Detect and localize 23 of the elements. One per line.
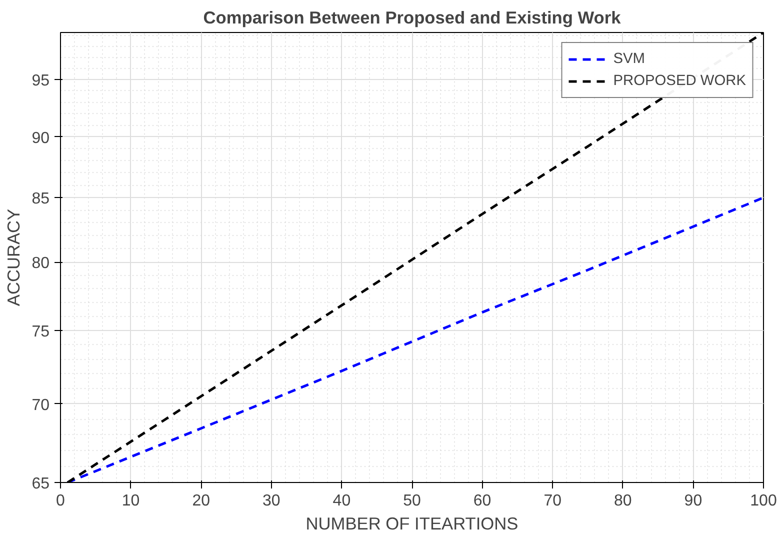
x-axis-title: NUMBER OF ITEARTIONS — [306, 514, 518, 534]
x-tick-label: 90 — [684, 492, 702, 510]
chart-title: Comparison Between Proposed and Existing Work — [203, 8, 622, 28]
x-tick-label: 10 — [122, 492, 140, 510]
x-tick-label: 30 — [262, 492, 280, 510]
y-axis-title: ACCURACY — [4, 208, 24, 306]
y-tick-label: 95 — [32, 72, 50, 90]
y-tick-label: 75 — [32, 324, 50, 341]
y-tick-label: 70 — [32, 396, 50, 414]
y-tick-label: 80 — [32, 255, 50, 272]
x-tick-label: 80 — [614, 492, 632, 510]
x-tick-label: 50 — [403, 492, 421, 510]
x-tick-label: 70 — [544, 492, 562, 510]
x-tick-label: 100 — [750, 492, 777, 510]
x-tick-label: 40 — [332, 492, 351, 510]
y-tick-label: 65 — [32, 476, 50, 492]
x-tick-label: 0 — [56, 492, 66, 510]
y-tick-label: 90 — [32, 130, 50, 147]
legend-label: SVM — [613, 51, 646, 67]
x-tick-label: 20 — [192, 492, 210, 510]
x-tick-label: 60 — [473, 492, 492, 510]
legend-label: PROPOSED WORK — [613, 73, 746, 89]
y-tick-label: 85 — [32, 190, 50, 208]
